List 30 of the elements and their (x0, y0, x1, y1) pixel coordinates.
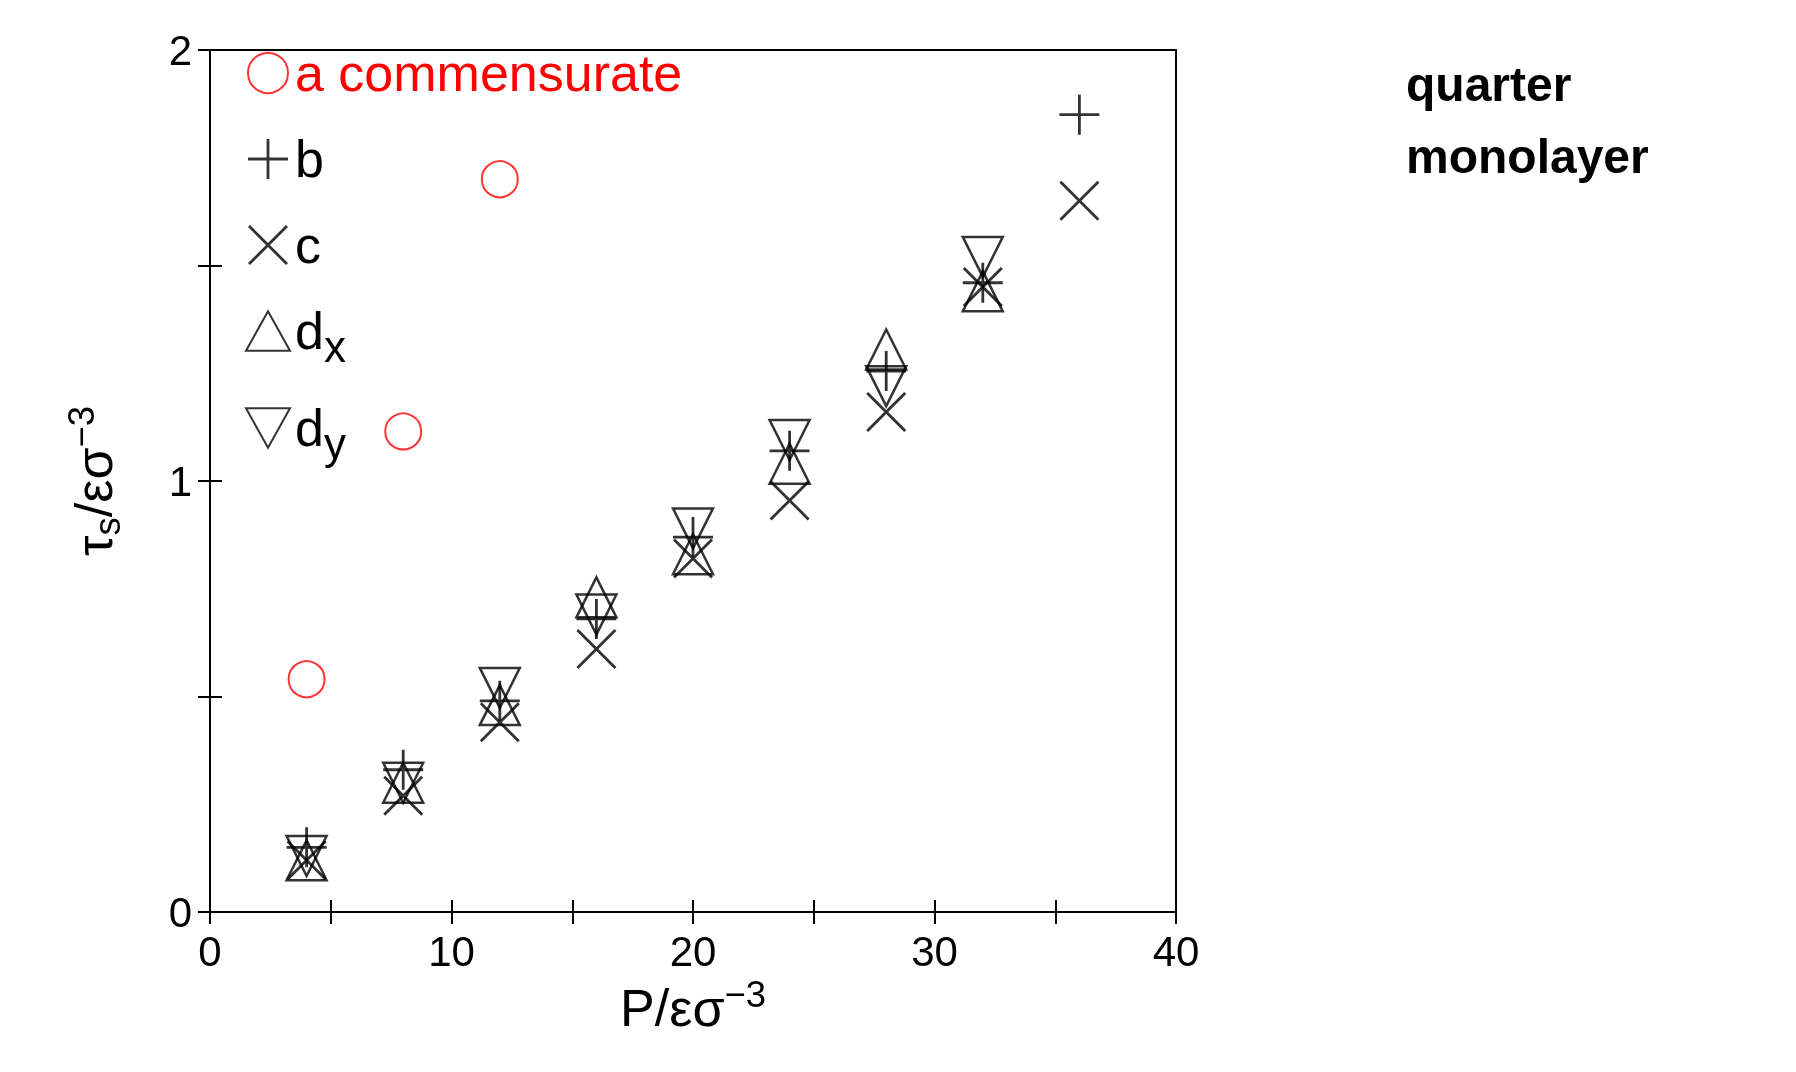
point (768, 442, 811, 486)
point (480, 160, 519, 199)
legend-label: c (295, 216, 321, 274)
point (866, 392, 907, 433)
point (575, 576, 618, 619)
point (287, 660, 326, 699)
y-tick-label: 0 (168, 888, 192, 936)
point (1059, 94, 1100, 135)
y-axis-title: τs/εσ−3 (60, 406, 128, 556)
point (671, 507, 715, 550)
point (478, 683, 522, 727)
point (478, 666, 522, 710)
x-tick-label: 30 (911, 927, 958, 975)
point (576, 629, 617, 670)
point (769, 480, 810, 521)
y-tick-label: 1 (168, 457, 192, 505)
point (961, 235, 1005, 279)
point (768, 418, 811, 462)
legend-label: a commensurate (295, 44, 683, 102)
point (864, 364, 908, 408)
x-tick-label: 20 (669, 927, 717, 975)
point (1059, 180, 1100, 221)
point (384, 412, 423, 451)
x-tick-label: 10 (428, 927, 475, 975)
x-tick-label: 0 (198, 927, 222, 975)
x-tick-label: 40 (1152, 927, 1200, 975)
y-tick-label: 2 (168, 26, 192, 74)
legend-label: b (295, 130, 324, 188)
text: quarter monolayer (1406, 57, 1649, 183)
point (864, 328, 908, 371)
